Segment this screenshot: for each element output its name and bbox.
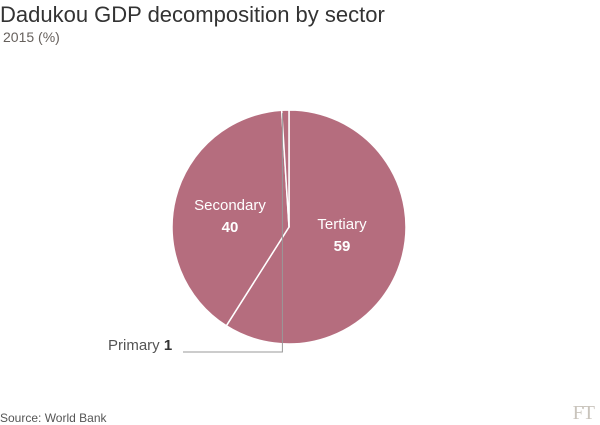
pie-slice-tertiary <box>225 109 407 345</box>
chart-title: Dadukou GDP decomposition by sector <box>0 2 385 27</box>
chart-subtitle: 2015 (%) <box>3 29 60 45</box>
slice-label-tertiary: Tertiary <box>317 216 367 233</box>
pie-slice-secondary <box>171 109 290 327</box>
source-note: Source: World Bank <box>0 411 107 425</box>
ft-logo: FT <box>572 402 595 424</box>
pie-slices <box>171 109 407 345</box>
pie-slice-primary <box>280 109 290 228</box>
slice-value-secondary: 40 <box>222 219 239 236</box>
slice-label-secondary: Secondary <box>194 197 266 214</box>
slice-label-primary: Primary 1 <box>108 337 172 354</box>
primary-leader-line <box>183 113 283 353</box>
slice-value-tertiary: 59 <box>334 238 351 255</box>
